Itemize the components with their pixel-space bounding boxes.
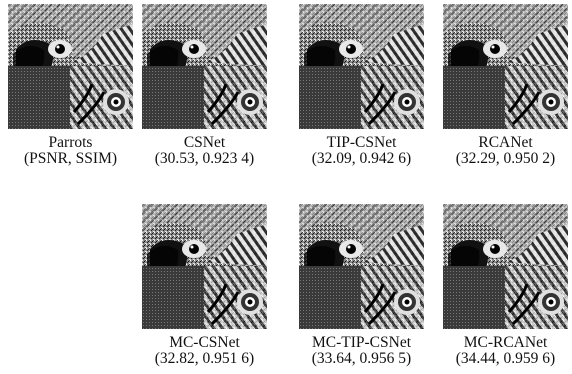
panel-parrots: Parrots (PSNR, SSIM) [8, 4, 133, 167]
panel-rcanet: RCANet (32.29, 0.950 2) [443, 4, 568, 167]
mc-tip-csnet-image [299, 204, 424, 329]
panel-caption: MC-TIP-CSNet (33.64, 0.956 5) [289, 335, 434, 367]
rcanet-image [443, 4, 568, 129]
method-label: TIP-CSNet [326, 134, 397, 151]
mc-rcanet-image [443, 204, 568, 329]
method-label: Parrots [48, 134, 93, 151]
method-label: RCANet [478, 134, 533, 151]
panel-caption: CSNet (30.53, 0.923 4) [132, 135, 277, 167]
panel-caption: MC-CSNet (32.82, 0.951 6) [132, 335, 277, 367]
panel-mc-rcanet: MC-RCANet (34.44, 0.959 6) [443, 204, 568, 367]
csnet-image [142, 4, 267, 129]
metrics-label: (32.29, 0.950 2) [455, 150, 556, 167]
method-label: MC-TIP-CSNet [311, 334, 412, 351]
panel-mc-tip-csnet: MC-TIP-CSNet (33.64, 0.956 5) [299, 204, 424, 367]
panel-caption: TIP-CSNet (32.09, 0.942 6) [289, 135, 434, 167]
metrics-label: (33.64, 0.956 5) [311, 350, 412, 367]
metrics-label: (30.53, 0.923 4) [154, 150, 255, 167]
panel-caption: Parrots (PSNR, SSIM) [0, 135, 143, 167]
panel-mc-csnet: MC-CSNet (32.82, 0.951 6) [142, 204, 267, 367]
mc-csnet-image [142, 204, 267, 329]
tip-csnet-image [299, 4, 424, 129]
panel-tip-csnet: TIP-CSNet (32.09, 0.942 6) [299, 4, 424, 167]
panel-csnet: CSNet (30.53, 0.923 4) [142, 4, 267, 167]
method-label: MC-RCANet [463, 334, 548, 351]
metrics-label: (34.44, 0.959 6) [455, 350, 556, 367]
panel-caption: RCANet (32.29, 0.950 2) [433, 135, 572, 167]
method-label: CSNet [183, 134, 226, 151]
method-label: MC-CSNet [169, 334, 240, 351]
parrots-image [8, 4, 133, 129]
metrics-label: (32.09, 0.942 6) [311, 150, 412, 167]
panel-caption: MC-RCANet (34.44, 0.959 6) [433, 335, 572, 367]
metrics-label: (PSNR, SSIM) [23, 150, 118, 167]
metrics-label: (32.82, 0.951 6) [154, 350, 255, 367]
